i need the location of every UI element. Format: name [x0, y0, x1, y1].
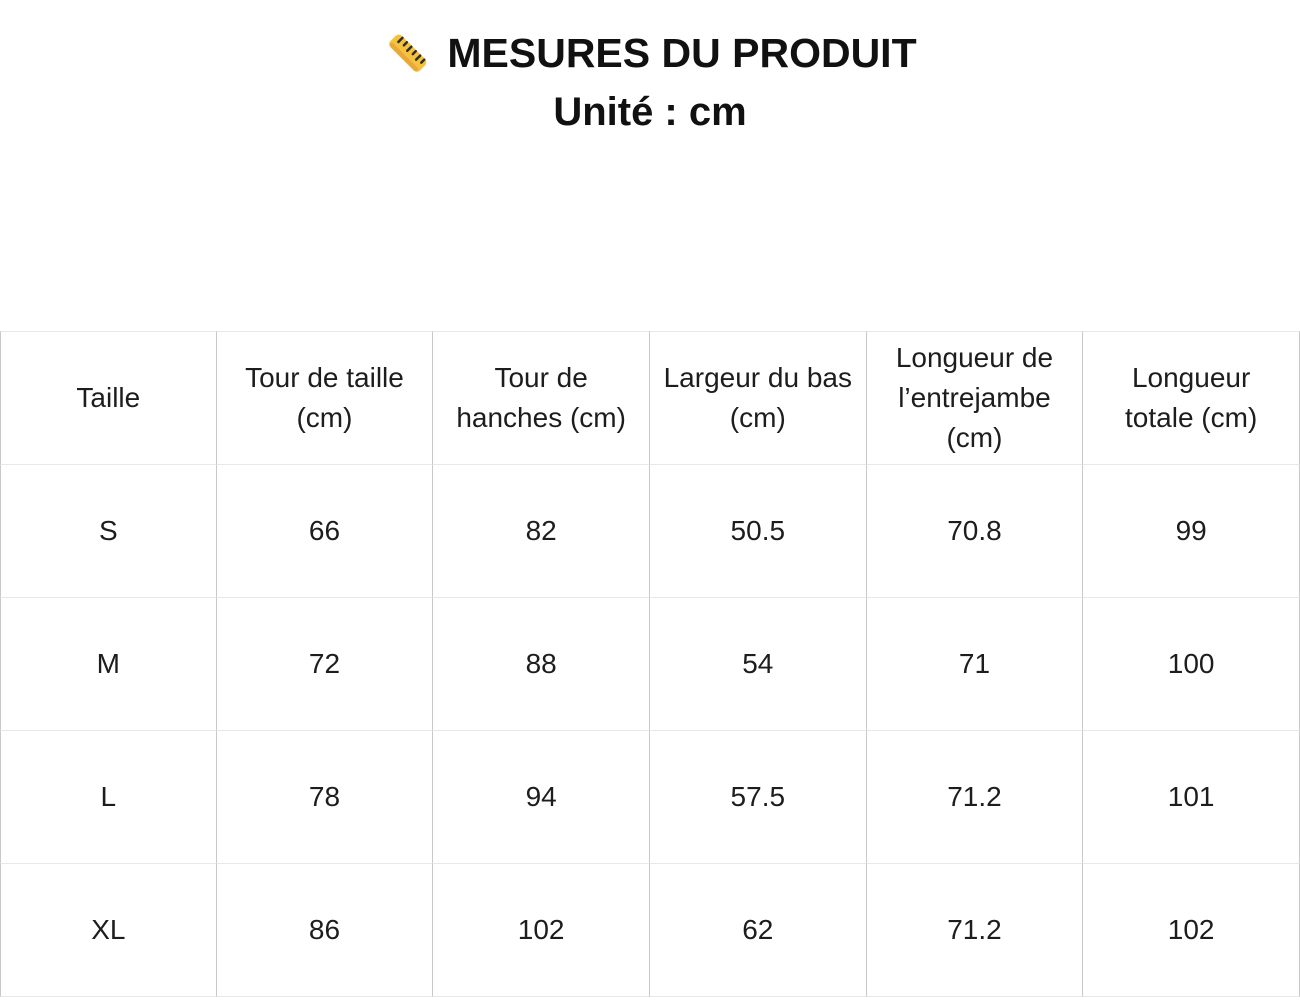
table-body: S 66 82 50.5 70.8 99 M 72 88 54 71 100 L 78 94 57.5 71.2…: [0, 465, 1300, 997]
measurement-cell: 54: [649, 598, 867, 731]
unit-subtitle: Unité : cm: [553, 90, 747, 134]
column-header-taille: Taille: [0, 331, 217, 465]
column-header-entrejambe: Longueur de l’entrejambe (cm): [866, 331, 1084, 465]
measurement-cell: 99: [1083, 465, 1300, 598]
page-header: MESURES DU PRODUIT Unité : cm: [0, 0, 1300, 135]
measurement-cell: 70.8: [866, 465, 1084, 598]
measurement-cell: 78: [216, 731, 434, 864]
column-header-hanches: Tour de hanches (cm): [433, 331, 650, 465]
measurements-table: Taille Tour de taille (cm) Tour de hanch…: [0, 331, 1300, 997]
table-head: Taille Tour de taille (cm) Tour de hanch…: [0, 331, 1300, 465]
measurement-cell: 72: [216, 598, 434, 731]
column-header-largeur-bas: Largeur du bas (cm): [649, 331, 867, 465]
table-row: S 66 82 50.5 70.8 99: [0, 465, 1300, 598]
table-row: M 72 88 54 71 100: [0, 598, 1300, 731]
measurement-cell: 102: [1083, 864, 1300, 997]
ruler-icon: [383, 28, 433, 78]
size-cell: L: [0, 731, 217, 864]
measurement-cell: 101: [1083, 731, 1300, 864]
measurement-cell: 102: [433, 864, 650, 997]
measurement-cell: 82: [433, 465, 650, 598]
size-cell: M: [0, 598, 217, 731]
measurement-cell: 50.5: [649, 465, 867, 598]
column-header-longueur-totale: Longueur totale (cm): [1083, 331, 1300, 465]
measurement-cell: 100: [1083, 598, 1300, 731]
size-cell: XL: [0, 864, 217, 997]
measurement-cell: 66: [216, 465, 434, 598]
table-row: L 78 94 57.5 71.2 101: [0, 731, 1300, 864]
measurement-cell: 94: [433, 731, 650, 864]
measurement-cell: 71.2: [866, 731, 1084, 864]
measurement-cell: 57.5: [649, 731, 867, 864]
measurement-cell: 71.2: [866, 864, 1084, 997]
title-line: MESURES DU PRODUIT: [0, 20, 1300, 86]
measurement-cell: 86: [216, 864, 434, 997]
column-header-tour-taille: Tour de taille (cm): [216, 331, 434, 465]
table-header-row: Taille Tour de taille (cm) Tour de hanch…: [0, 331, 1300, 465]
measurement-cell: 62: [649, 864, 867, 997]
measurement-cell: 88: [433, 598, 650, 731]
measurement-cell: 71: [866, 598, 1084, 731]
size-cell: S: [0, 465, 217, 598]
table-row: XL 86 102 62 71.2 102: [0, 864, 1300, 997]
page-title: MESURES DU PRODUIT: [447, 29, 917, 76]
